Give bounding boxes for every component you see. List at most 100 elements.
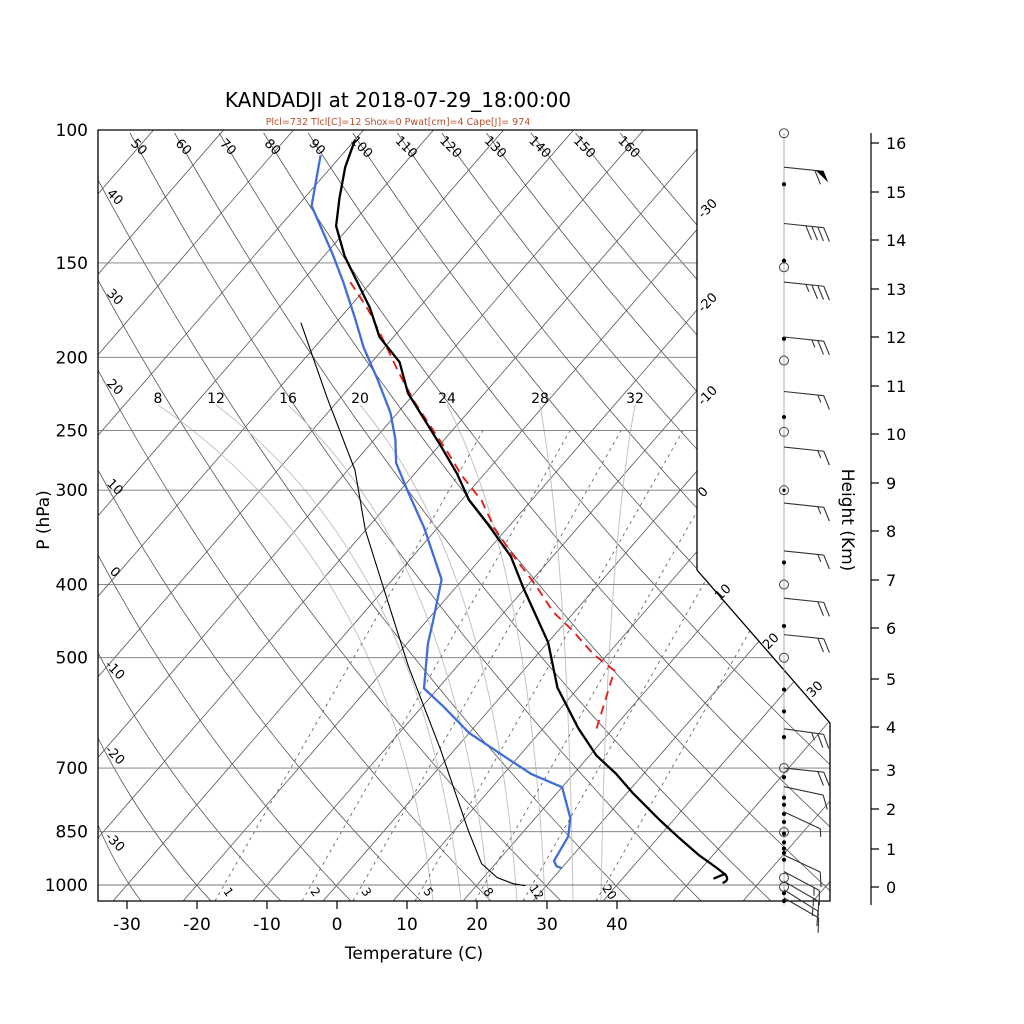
height-tick-label: 4 bbox=[886, 718, 896, 737]
isotherm-label-right: -20 bbox=[695, 290, 721, 316]
wind-barb bbox=[783, 811, 822, 837]
dry-adiabat-label-top: 80 bbox=[261, 136, 283, 158]
wind-barb bbox=[783, 786, 828, 810]
dry-adiabat-line bbox=[530, 132, 830, 901]
temp-tick-label: -30 bbox=[113, 915, 141, 935]
moist-adiabat-line bbox=[600, 404, 636, 901]
level-dot bbox=[781, 735, 787, 740]
dry-adiabat-line bbox=[263, 132, 830, 901]
mixing-ratio-line bbox=[301, 429, 571, 901]
temperature-hook bbox=[722, 873, 729, 885]
dry-adiabat-line bbox=[174, 132, 772, 901]
dry-adiabat-line bbox=[486, 132, 830, 901]
wind-barb bbox=[783, 166, 829, 185]
wind-barb bbox=[783, 222, 830, 242]
isotherm-line bbox=[669, 130, 830, 901]
dry-adiabat-label-left: -20 bbox=[102, 743, 128, 769]
level-circle bbox=[779, 128, 789, 139]
level-circle bbox=[779, 827, 789, 838]
height-tick-label: 9 bbox=[886, 474, 896, 493]
axes: -30 -20 -10 0 10 20 30 401001502002503004005007… bbox=[45, 121, 907, 935]
moist-adiabat-label: 16 bbox=[279, 391, 297, 407]
wind-barb bbox=[783, 281, 830, 301]
mixing-ratio-line bbox=[414, 429, 684, 901]
dry-adiabat-line bbox=[98, 369, 492, 901]
isotherm-line bbox=[98, 130, 366, 901]
dry-adiabat-line bbox=[441, 132, 830, 901]
profiles bbox=[300, 139, 729, 887]
dry-adiabat-line bbox=[98, 737, 212, 901]
wind-barb bbox=[783, 767, 830, 787]
dry-adiabat-label-left: -30 bbox=[102, 830, 128, 856]
moist-adiabat-label: 32 bbox=[626, 391, 644, 407]
isotherm-line bbox=[98, 130, 296, 901]
level-circle bbox=[779, 355, 789, 366]
isotherm-line bbox=[739, 130, 830, 901]
height-tick-label: 16 bbox=[886, 134, 906, 153]
level-dot bbox=[781, 560, 787, 565]
isotherm-line bbox=[98, 130, 646, 901]
isotherm-line bbox=[599, 130, 830, 901]
dry-adiabat-label-left: 10 bbox=[103, 476, 125, 498]
level-dot bbox=[781, 898, 787, 904]
height-tick-label: 5 bbox=[886, 670, 896, 689]
pressure-tick-label: 700 bbox=[56, 759, 88, 779]
height-tick-label: 1 bbox=[886, 840, 896, 859]
temp-tick-label: -20 bbox=[183, 915, 211, 935]
height-tick-label: 12 bbox=[886, 328, 906, 347]
dry-adiabat-line bbox=[575, 132, 830, 901]
dry-adiabat-label-top: 90 bbox=[306, 136, 328, 158]
isotherm-label-diagonal: 20 bbox=[760, 631, 782, 653]
chart-subtitle: Plcl=732 Tlcl[C]=12 Shox=0 Pwat[cm]=4 Ca… bbox=[265, 117, 531, 128]
dry-adiabat-label-top: 110 bbox=[392, 133, 420, 161]
pressure-tick-label: 250 bbox=[56, 421, 88, 441]
level-circle-dot bbox=[782, 488, 786, 492]
temp-tick-label: 0 bbox=[332, 915, 343, 935]
isotherm-line bbox=[98, 130, 226, 901]
level-dot bbox=[781, 831, 787, 836]
dry-adiabat-line bbox=[98, 824, 142, 901]
mixing-ratio-line bbox=[522, 429, 792, 901]
moist-adiabat-line bbox=[157, 404, 434, 901]
isotherm-line bbox=[109, 130, 786, 901]
pressure-tick-label: 1000 bbox=[45, 876, 88, 896]
isotherm-line bbox=[98, 130, 576, 901]
pressure-tick-label: 200 bbox=[56, 348, 88, 368]
plot-border bbox=[97, 129, 831, 902]
dry-adiabat-label-left: -10 bbox=[102, 658, 128, 684]
dry-adiabat-line bbox=[98, 279, 562, 901]
level-dot bbox=[781, 840, 787, 845]
dry-adiabat-label-left: 20 bbox=[103, 376, 125, 398]
x-axis-title: Temperature (C) bbox=[344, 944, 484, 964]
height-tick-label: 6 bbox=[886, 619, 896, 638]
level-dot bbox=[781, 857, 787, 862]
wind-barb bbox=[783, 854, 822, 888]
pressure-tick-label: 150 bbox=[56, 254, 88, 274]
isotherm-line bbox=[809, 130, 830, 901]
wind-barb bbox=[783, 390, 830, 410]
moist-adiabat-label: 12 bbox=[207, 391, 225, 407]
isotherm-line bbox=[389, 130, 830, 901]
wind-barb bbox=[783, 634, 830, 653]
mixing-ratio-line bbox=[352, 429, 622, 901]
moist-adiabat-label: 24 bbox=[438, 391, 456, 407]
level-dot bbox=[781, 709, 787, 714]
mixing-ratio-line bbox=[214, 429, 484, 901]
height-tick-label: 15 bbox=[886, 183, 906, 202]
height-tick-label: 0 bbox=[886, 878, 896, 897]
dry-adiabat-label-top: 70 bbox=[216, 136, 238, 158]
isotherm-line bbox=[529, 130, 830, 901]
height-tick-label: 13 bbox=[886, 280, 906, 299]
height-tick-label: 3 bbox=[886, 761, 896, 780]
level-dot bbox=[781, 775, 787, 780]
level-dot bbox=[781, 850, 787, 856]
height-tick-label: 8 bbox=[886, 522, 896, 541]
moist-adiabat-line bbox=[446, 404, 546, 901]
moist-adiabat-line bbox=[287, 404, 490, 901]
isotherm-line bbox=[98, 130, 506, 901]
level-dot bbox=[781, 623, 787, 629]
isotherm-line bbox=[319, 130, 830, 901]
parcel-virtual-line bbox=[349, 281, 616, 734]
